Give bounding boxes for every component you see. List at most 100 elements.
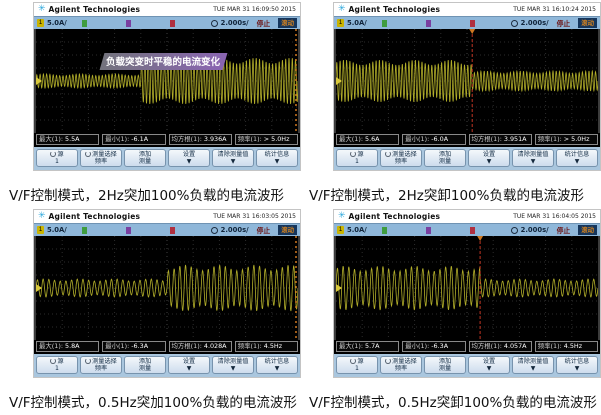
softkey-clear-meas[interactable]: 清除测量值 ▼ bbox=[212, 149, 254, 167]
channel1-scale: 5.0A/ bbox=[47, 226, 67, 234]
menu-down-icon: ▼ bbox=[486, 364, 492, 372]
menu-down-icon: ▼ bbox=[530, 157, 536, 165]
measurement-max: 最大(1): 5.7A bbox=[336, 341, 400, 352]
oscilloscope-screenshot: ✳ Agilent Technologies TUE MAR 31 16:03:… bbox=[33, 209, 301, 378]
measurement-rms: 均方根(1): 3.936A bbox=[168, 134, 232, 145]
status-bar: 1 5.0A/ 2.000s/ 停止 滚动 bbox=[34, 223, 300, 236]
softkey-meas-select[interactable]: 测量选择 频率 bbox=[80, 356, 122, 374]
entry-knob-icon bbox=[85, 151, 92, 158]
softkey-settings[interactable]: 设置 ▼ bbox=[468, 356, 510, 374]
menu-down-icon: ▼ bbox=[230, 157, 236, 165]
channel1-key[interactable]: 1 bbox=[337, 19, 344, 27]
entry-knob-icon bbox=[85, 358, 92, 365]
channel1-scale: 5.0A/ bbox=[347, 19, 367, 27]
softkey-source[interactable]: 源 1 bbox=[36, 149, 78, 167]
run-state-label: 停止 bbox=[256, 20, 271, 28]
softkey-clear-meas[interactable]: 清除测量值 ▼ bbox=[512, 356, 554, 374]
measurement-min: 最小(1): -6.3A bbox=[102, 341, 166, 352]
brand-text: Agilent Technologies bbox=[348, 5, 441, 14]
softkey-meas-select[interactable]: 测量选择 频率 bbox=[80, 149, 122, 167]
brand-text: Agilent Technologies bbox=[348, 212, 441, 221]
measurement-rms: 均方根(1): 3.951A bbox=[468, 134, 532, 145]
channel4-marker-icon bbox=[469, 19, 475, 27]
channel1-key[interactable]: 1 bbox=[37, 19, 44, 27]
softkey-add-measurement[interactable]: 添加 测量 bbox=[124, 356, 166, 374]
current-waveform-plot bbox=[336, 236, 598, 340]
scope-figure: ✳ Agilent Technologies TUE MAR 31 16:03:… bbox=[0, 207, 301, 415]
measurement-row: 最大(1): 5.5A 最小(1): -6.1A 均方根(1): 3.936A 频率(… bbox=[34, 133, 300, 147]
acq-mode-badge: 滚动 bbox=[578, 225, 597, 235]
annotation-callout: 负载突变时平稳的电流变化 bbox=[102, 53, 225, 70]
menu-down-icon: ▼ bbox=[574, 157, 580, 165]
softkey-meas-select[interactable]: 测量选择 频率 bbox=[380, 356, 422, 374]
measurement-min: 最小(1): -6.1A bbox=[102, 134, 166, 145]
scope-header: ✳ Agilent Technologies TUE MAR 31 16:03:… bbox=[34, 210, 300, 223]
softkey-source[interactable]: 源 1 bbox=[36, 356, 78, 374]
clock-icon bbox=[510, 19, 518, 27]
softkey-settings[interactable]: 设置 ▼ bbox=[168, 149, 210, 167]
menu-down-icon: ▼ bbox=[486, 157, 492, 165]
menu-down-icon: ▼ bbox=[230, 364, 236, 372]
menu-down-icon: ▼ bbox=[530, 364, 536, 372]
measurement-freq: 频率(1): 4.5Hz bbox=[234, 341, 298, 352]
run-state-label: 停止 bbox=[556, 227, 571, 235]
channel1-scale: 5.0A/ bbox=[47, 19, 67, 27]
softkey-settings[interactable]: 设置 ▼ bbox=[168, 356, 210, 374]
timebase-readout: 2.000s/ bbox=[520, 19, 549, 27]
waveform-screen bbox=[334, 236, 600, 340]
softkey-menu: 源 1 测量选择 频率 添加 测量 设置 ▼ 清除测量值 ▼ bbox=[334, 354, 600, 377]
measurement-freq: 频率(1): 4.5Hz bbox=[534, 341, 598, 352]
softkey-menu: 源 1 测量选择 频率 添加 测量 设置 ▼ 清除测量值 ▼ bbox=[334, 147, 600, 170]
channel1-scale: 5.0A/ bbox=[347, 226, 367, 234]
measurement-max: 最大(1): 5.5A bbox=[36, 134, 100, 145]
softkey-statistics[interactable]: 统计信息 ▼ bbox=[256, 356, 298, 374]
softkey-add-measurement[interactable]: 添加 测量 bbox=[124, 149, 166, 167]
waveform-screen bbox=[34, 236, 300, 340]
agilent-logo-icon: ✳ bbox=[338, 211, 346, 221]
softkey-add-measurement[interactable]: 添加 测量 bbox=[424, 149, 466, 167]
softkey-meas-select[interactable]: 测量选择 频率 bbox=[380, 149, 422, 167]
menu-down-icon: ▼ bbox=[274, 157, 280, 165]
softkey-source[interactable]: 源 1 bbox=[336, 149, 378, 167]
entry-knob-icon bbox=[50, 358, 57, 365]
waveform-screen bbox=[334, 29, 600, 133]
softkey-statistics[interactable]: 统计信息 ▼ bbox=[256, 149, 298, 167]
measurement-freq: 频率(1): > 5.0Hz bbox=[534, 134, 598, 145]
softkey-clear-meas[interactable]: 清除测量值 ▼ bbox=[212, 356, 254, 374]
agilent-logo-icon: ✳ bbox=[38, 4, 46, 14]
scope-header: ✳ Agilent Technologies TUE MAR 31 16:04:… bbox=[334, 210, 600, 223]
entry-knob-icon bbox=[350, 151, 357, 158]
clock-icon bbox=[510, 226, 518, 234]
run-state-label: 停止 bbox=[256, 227, 271, 235]
oscilloscope-screenshot: ✳ Agilent Technologies TUE MAR 31 16:10:… bbox=[333, 2, 601, 171]
clock-icon bbox=[210, 226, 218, 234]
channel4-marker-icon bbox=[169, 226, 175, 234]
softkey-statistics[interactable]: 统计信息 ▼ bbox=[556, 356, 598, 374]
brand-text: Agilent Technologies bbox=[48, 212, 141, 221]
scope-figure: ✳ Agilent Technologies TUE MAR 31 16:09:… bbox=[0, 0, 301, 207]
measurement-row: 最大(1): 5.7A 最小(1): -6.3A 均方根(1): 4.057A 频率(… bbox=[334, 340, 600, 354]
datetime-text: TUE MAR 31 16:10:24 2015 bbox=[513, 6, 596, 13]
softkey-menu: 源 1 测量选择 频率 添加 测量 设置 ▼ 清除测量值 ▼ bbox=[34, 354, 300, 377]
channel3-marker-icon bbox=[125, 226, 131, 234]
scope-figure: ✳ Agilent Technologies TUE MAR 31 16:10:… bbox=[300, 0, 601, 207]
softkey-clear-meas[interactable]: 清除测量值 ▼ bbox=[512, 149, 554, 167]
channel1-key[interactable]: 1 bbox=[337, 226, 344, 234]
channel4-marker-icon bbox=[469, 226, 475, 234]
oscilloscope-screenshot: ✳ Agilent Technologies TUE MAR 31 16:09:… bbox=[33, 2, 301, 171]
agilent-logo-icon: ✳ bbox=[338, 4, 346, 14]
measurement-max: 最大(1): 5.6A bbox=[336, 134, 400, 145]
softkey-source[interactable]: 源 1 bbox=[336, 356, 378, 374]
menu-down-icon: ▼ bbox=[186, 364, 192, 372]
oscilloscope-screenshot: ✳ Agilent Technologies TUE MAR 31 16:04:… bbox=[333, 209, 601, 378]
channel1-key[interactable]: 1 bbox=[37, 226, 44, 234]
datetime-text: TUE MAR 31 16:03:05 2015 bbox=[213, 213, 296, 220]
clock-icon bbox=[210, 19, 218, 27]
current-waveform-plot bbox=[336, 29, 598, 133]
softkey-add-measurement[interactable]: 添加 测量 bbox=[424, 356, 466, 374]
softkey-settings[interactable]: 设置 ▼ bbox=[468, 149, 510, 167]
softkey-statistics[interactable]: 统计信息 ▼ bbox=[556, 149, 598, 167]
channel2-marker-icon bbox=[81, 19, 87, 27]
figure-caption: V/F控制模式，0.5Hz突卸100%负载的电流波形 bbox=[309, 395, 597, 411]
